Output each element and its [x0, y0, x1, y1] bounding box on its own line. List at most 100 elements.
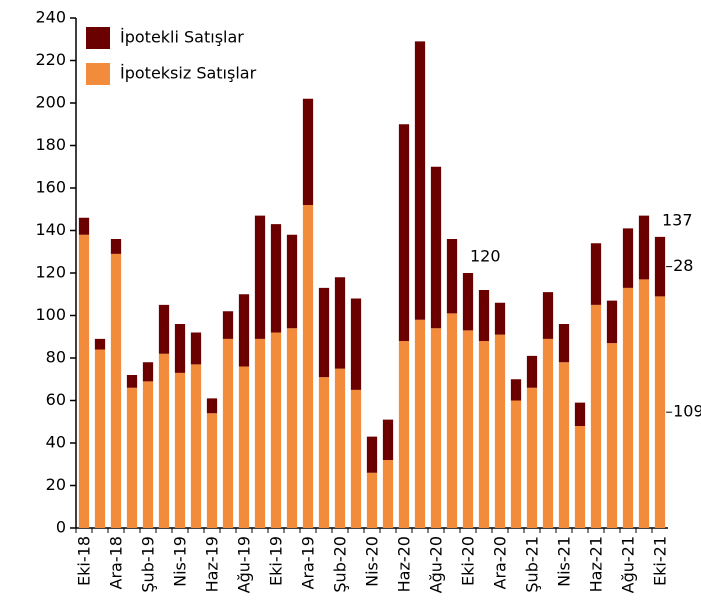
x-tick-label: Nis-19 — [171, 536, 190, 587]
x-tick-label: Eki-21 — [651, 536, 670, 586]
bar-segment — [494, 302, 506, 335]
total-label: 137 — [662, 210, 693, 229]
bar-segment — [654, 296, 666, 528]
y-tick-label: 160 — [35, 178, 66, 197]
bar-segment — [78, 234, 90, 528]
bar-segment — [430, 166, 442, 329]
x-tick-label: Ağu-20 — [427, 536, 446, 593]
bar-segment — [542, 292, 554, 339]
bar-segment — [382, 460, 394, 528]
x-tick-label: Ara-19 — [299, 536, 318, 589]
bar-segment — [142, 362, 154, 382]
bar-segment — [318, 377, 330, 528]
data-label: 28 — [673, 256, 693, 275]
bar-segment — [334, 368, 346, 528]
bar-segment — [254, 215, 266, 339]
y-tick-label: 120 — [35, 263, 66, 282]
bar-segment — [446, 313, 458, 528]
y-tick-label: 20 — [46, 475, 66, 494]
x-tick-label: Ağu-19 — [235, 536, 254, 593]
bar-segment — [94, 338, 106, 350]
bar-segment — [510, 379, 522, 401]
bar-segment — [414, 319, 426, 528]
y-tick-label: 220 — [35, 50, 66, 69]
bar-segment — [478, 341, 490, 528]
bar-segment — [366, 436, 378, 473]
bar-segment — [478, 290, 490, 341]
x-tick-label: Nis-20 — [363, 536, 382, 587]
x-tick-label: Ağu-21 — [619, 536, 638, 593]
bar-segment — [494, 334, 506, 528]
x-tick-label: Şub-19 — [139, 536, 158, 593]
legend-label: İpotekli Satışlar — [120, 28, 244, 47]
bar-segment — [174, 372, 186, 528]
bar-segment — [542, 338, 554, 528]
bar-segment — [350, 389, 362, 528]
bar-segment — [526, 387, 538, 528]
x-tick-label: Eki-19 — [267, 536, 286, 586]
legend-label: İpoteksiz Satışlar — [120, 64, 257, 83]
y-tick-label: 100 — [35, 305, 66, 324]
x-tick-label: Ara-18 — [107, 536, 126, 589]
bar-segment — [190, 364, 202, 528]
bar-segment — [590, 304, 602, 528]
x-tick-label: Eki-20 — [459, 536, 478, 586]
bar-segment — [158, 304, 170, 354]
y-tick-label: 140 — [35, 220, 66, 239]
bar-segment — [238, 366, 250, 528]
bar-segment — [462, 330, 474, 528]
bar-segment — [110, 239, 122, 254]
bar-segment — [286, 234, 298, 329]
bar-segment — [78, 217, 90, 235]
bar-segment — [222, 311, 234, 339]
x-tick-label: Haz-19 — [203, 536, 222, 592]
bar-segment — [334, 277, 346, 369]
bar-segment — [398, 124, 410, 341]
bar-segment — [638, 279, 650, 528]
y-tick-label: 200 — [35, 93, 66, 112]
bar-segment — [622, 228, 634, 288]
x-tick-label: Nis-21 — [555, 536, 574, 587]
x-tick-label: Haz-20 — [395, 536, 414, 592]
bar-segment — [430, 328, 442, 528]
bar-segment — [574, 402, 586, 426]
bar-segment — [382, 419, 394, 460]
x-tick-label: Haz-21 — [587, 536, 606, 592]
bar-segment — [302, 98, 314, 205]
bar-segment — [414, 41, 426, 320]
bar-segment — [606, 343, 618, 528]
x-tick-label: Şub-21 — [523, 536, 542, 593]
bar-segment — [286, 328, 298, 528]
bar-segment — [462, 273, 474, 331]
bar-segment — [510, 400, 522, 528]
bar-segment — [638, 215, 650, 280]
bar-segment — [126, 375, 138, 388]
y-tick-label: 0 — [56, 518, 66, 537]
legend-swatch — [86, 27, 110, 49]
bar-segment — [574, 426, 586, 528]
bar-segment — [94, 349, 106, 528]
bar-segment — [446, 239, 458, 314]
bar-segment — [558, 324, 570, 363]
bar-segment — [206, 413, 218, 528]
bar-segment — [590, 243, 602, 305]
bar-segment — [318, 287, 330, 378]
bar-segment — [238, 294, 250, 367]
bar-segment — [190, 332, 202, 365]
bar-segment — [350, 298, 362, 390]
data-label: 109 — [673, 402, 701, 421]
x-tick-label: Şub-20 — [331, 536, 350, 593]
x-tick-label: Ara-20 — [491, 536, 510, 589]
bar-segment — [222, 338, 234, 528]
bar-segment — [110, 253, 122, 528]
bar-segment — [270, 332, 282, 528]
bar-segment — [398, 341, 410, 528]
y-tick-label: 40 — [46, 433, 66, 452]
total-label: 120 — [470, 247, 501, 266]
legend-swatch — [86, 63, 110, 85]
bar-segment — [366, 472, 378, 528]
bar-segment — [606, 300, 618, 344]
bar-segment — [270, 224, 282, 333]
bar-segment — [126, 387, 138, 528]
